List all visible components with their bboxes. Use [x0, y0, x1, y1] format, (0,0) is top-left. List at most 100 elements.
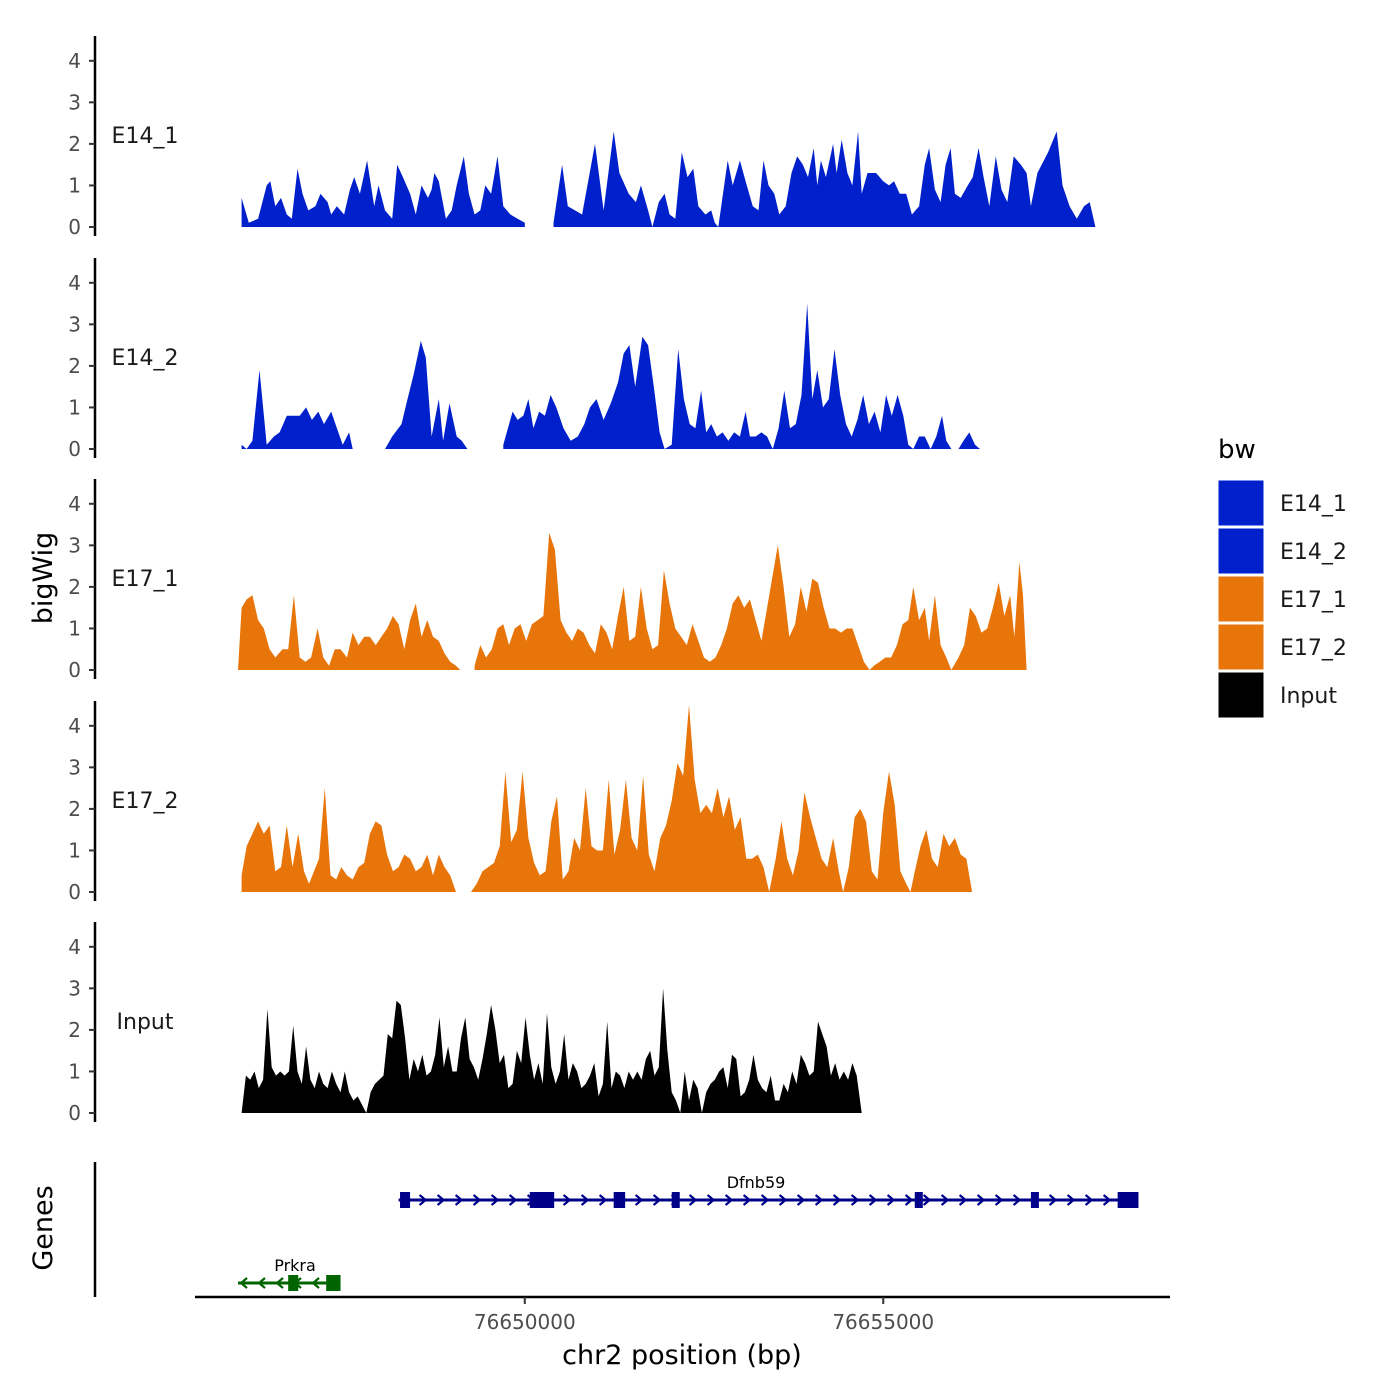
strand-arrow	[634, 1194, 644, 1206]
legend-title: bw	[1218, 435, 1256, 465]
track-label: E14_2	[112, 346, 179, 371]
track-e14-2: 0 1 2 3 4 E14_2	[68, 258, 980, 461]
gene-exon	[529, 1192, 555, 1208]
strand-arrow	[580, 1194, 590, 1206]
x-axis: 76650000 76655000	[195, 1295, 1170, 1334]
x-tick-label: 76655000	[832, 1310, 934, 1334]
strand-arrow	[832, 1194, 842, 1206]
gene-prkra: Prkra	[238, 1256, 341, 1291]
coverage-area	[553, 131, 1096, 227]
strand-arrow	[958, 1194, 968, 1206]
gene-exon	[671, 1192, 680, 1208]
y-tick-label: 2	[68, 1018, 81, 1042]
y-tick-label: 0	[68, 437, 81, 461]
legend-key	[1217, 623, 1265, 671]
y-tick-label: 4	[68, 935, 81, 959]
strand-arrow	[1066, 1194, 1076, 1206]
strand-arrow	[940, 1194, 950, 1206]
y-tick-label: 1	[68, 173, 81, 197]
y-tick-label: 2	[68, 354, 81, 378]
y-tick-label: 4	[68, 492, 81, 516]
strand-arrow	[922, 1194, 932, 1206]
coverage-area	[474, 532, 1027, 670]
x-axis-title: chr2 position (bp)	[562, 1340, 802, 1371]
gene-exon	[1030, 1192, 1039, 1208]
strand-arrow	[598, 1194, 608, 1206]
strand-arrow	[239, 1277, 248, 1289]
strand-arrow	[760, 1194, 770, 1206]
strand-arrow	[1102, 1194, 1112, 1206]
y-tick-label: 4	[68, 714, 81, 738]
y-tick-label: 2	[68, 797, 81, 821]
genes-axis-title: Genes	[28, 1185, 59, 1270]
strand-arrow	[724, 1194, 734, 1206]
strand-arrow	[454, 1194, 464, 1206]
track-input: 0 1 2 3 4 Input	[68, 922, 862, 1125]
gene-label: Dfnb59	[727, 1173, 786, 1192]
x-tick-label: 76650000	[474, 1310, 576, 1334]
strand-arrow	[706, 1194, 716, 1206]
bigwig-tracks: 0 1 2 3 4 E14_1 0 1 2 3 4 E14_2 0 1 2 3 4 E17_1 0 1 2 3 4 E17_2…	[68, 36, 1096, 1125]
track-e14-1: 0 1 2 3 4 E14_1	[68, 36, 1096, 239]
y-tick-label: 3	[68, 755, 81, 779]
legend-label: E17_2	[1280, 636, 1347, 661]
legend-item: E14_2	[1217, 527, 1347, 575]
strand-arrow	[652, 1194, 662, 1206]
y-tick-label: 0	[68, 880, 81, 904]
coverage-area	[241, 988, 862, 1113]
legend-item: E17_2	[1217, 623, 1347, 671]
y-tick-label: 0	[68, 215, 81, 239]
strand-arrow	[490, 1194, 500, 1206]
coverage-area	[471, 705, 973, 892]
track-label: E17_1	[112, 567, 179, 592]
strand-arrow	[257, 1277, 266, 1289]
y-tick-label: 1	[68, 1059, 81, 1083]
gene-dfnb59: Dfnb59	[398, 1173, 1139, 1208]
legend: bw E14_1 E14_2 E17_1 E17_2 Input	[1217, 435, 1347, 719]
y-tick-label: 3	[68, 90, 81, 114]
strand-arrow	[886, 1194, 896, 1206]
legend-key	[1217, 479, 1265, 527]
gene-track: Prkra Dfnb59	[93, 1162, 1139, 1297]
strand-arrow	[994, 1194, 1004, 1206]
legend-key	[1217, 671, 1265, 719]
strand-arrow	[1084, 1194, 1094, 1206]
y-tick-label: 1	[68, 395, 81, 419]
strand-arrow	[688, 1194, 698, 1206]
legend-key	[1217, 575, 1265, 623]
strand-arrow	[976, 1194, 986, 1206]
y-tick-label: 3	[68, 533, 81, 557]
legend-label: E14_1	[1280, 492, 1347, 517]
y-axis-title: bigWig	[28, 532, 59, 625]
y-tick-label: 3	[68, 312, 81, 336]
gene-exon	[400, 1192, 411, 1208]
strand-arrow	[562, 1194, 572, 1206]
y-tick-label: 4	[68, 49, 81, 73]
legend-item: E14_1	[1217, 479, 1347, 527]
gene-exon	[1117, 1192, 1139, 1208]
y-tick-label: 1	[68, 838, 81, 862]
strand-arrow	[904, 1194, 914, 1206]
strand-arrow	[850, 1194, 860, 1206]
gene-exon	[613, 1192, 626, 1208]
strand-arrow	[472, 1194, 482, 1206]
strand-arrow	[778, 1194, 788, 1206]
strand-arrow	[1012, 1194, 1022, 1206]
strand-arrow	[508, 1194, 518, 1206]
legend-item: Input	[1217, 671, 1337, 719]
legend-label: E14_2	[1280, 540, 1347, 565]
legend-item: E17_1	[1217, 575, 1347, 623]
strand-arrow	[436, 1194, 446, 1206]
track-e17-2: 0 1 2 3 4 E17_2	[68, 701, 973, 904]
strand-arrow	[1048, 1194, 1058, 1206]
legend-label: E17_1	[1280, 588, 1347, 613]
strand-arrow	[742, 1194, 752, 1206]
gene-exon	[288, 1275, 299, 1291]
y-tick-label: 4	[68, 271, 81, 295]
legend-label: Input	[1280, 684, 1337, 709]
strand-arrow	[311, 1277, 320, 1289]
strand-arrow	[814, 1194, 824, 1206]
coverage-area	[385, 341, 468, 449]
gene-exon	[914, 1192, 923, 1208]
